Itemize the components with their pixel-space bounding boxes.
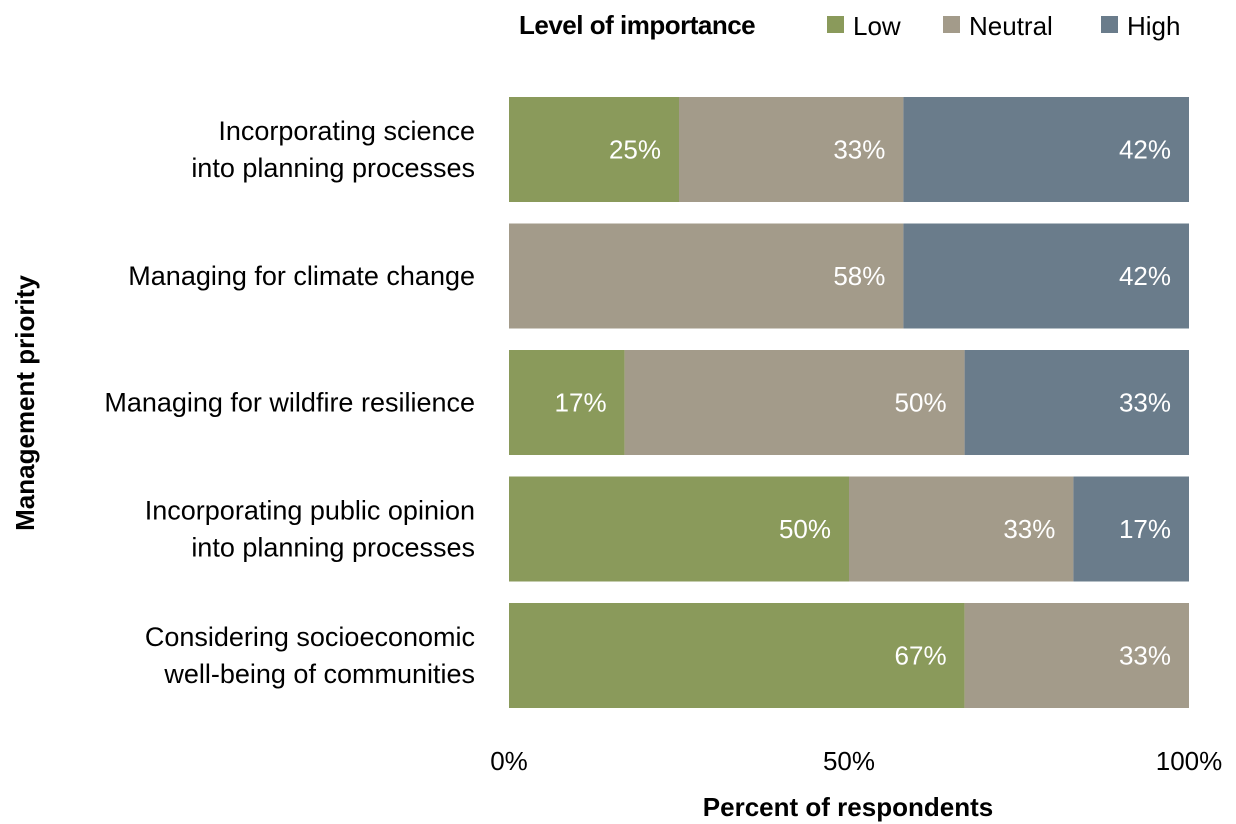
legend-label-high: High [1127,11,1180,41]
bar-segment-neutral [849,476,1074,582]
x-tick-label: 100% [1156,746,1223,776]
bar-segment-high [903,97,1189,202]
bar-segment-high [903,223,1189,329]
category-label: Managing for climate change [128,261,475,291]
data-label: 17% [555,388,607,418]
legend-swatch-high [1101,16,1118,33]
data-label: 33% [1119,388,1171,418]
y-axis-title: Management priority [10,275,40,531]
bar-segment-low [509,97,679,202]
x-axis-ticks: 0% 50% 100% [490,746,1222,776]
data-label: 42% [1119,135,1171,165]
data-label: 50% [895,388,947,418]
bar-segment-neutral [624,350,965,455]
bar-segment-neutral [679,97,904,202]
category-label: well-being of communities [163,659,475,689]
category-label: Incorporating science [218,116,475,146]
category-label: into planning processes [191,153,475,183]
legend-title: Level of importance [519,10,755,40]
data-label: 17% [1119,514,1171,544]
data-label: 33% [833,135,885,165]
data-label: 33% [1119,641,1171,671]
legend-label-low: Low [853,11,901,41]
data-label: 25% [609,135,661,165]
category-label: into planning processes [191,533,475,563]
x-axis-title: Percent of respondents [703,792,993,822]
bar-segment-low [509,350,625,455]
legend: Level of importance Low Neutral High [519,10,1180,41]
x-tick-label: 50% [823,746,875,776]
legend-swatch-low [827,16,844,33]
bar-segment-neutral [509,223,904,329]
legend-swatch-neutral [943,16,960,33]
category-label: Considering socioeconomic [145,622,475,652]
data-label: 67% [895,641,947,671]
bar-segment-high [964,350,1189,455]
category-label: Managing for wildfire resilience [104,388,475,418]
data-label: 33% [1003,514,1055,544]
bars: 25% 33% 42% 58% 42% 17% 50% 33% 50% 33% 17% 67% 33% [509,97,1189,708]
data-label: 58% [833,261,885,291]
category-labels: Incorporating science into planning proce… [104,116,475,689]
data-label: 42% [1119,261,1171,291]
bar-segment-neutral [964,603,1189,708]
bar-segment-high [1073,476,1189,582]
category-label: Incorporating public opinion [145,496,475,526]
bar-segment-low [509,603,965,708]
bar-segment-low [509,476,849,582]
data-label: 50% [779,514,831,544]
x-tick-label: 0% [490,746,528,776]
legend-label-neutral: Neutral [969,11,1053,41]
